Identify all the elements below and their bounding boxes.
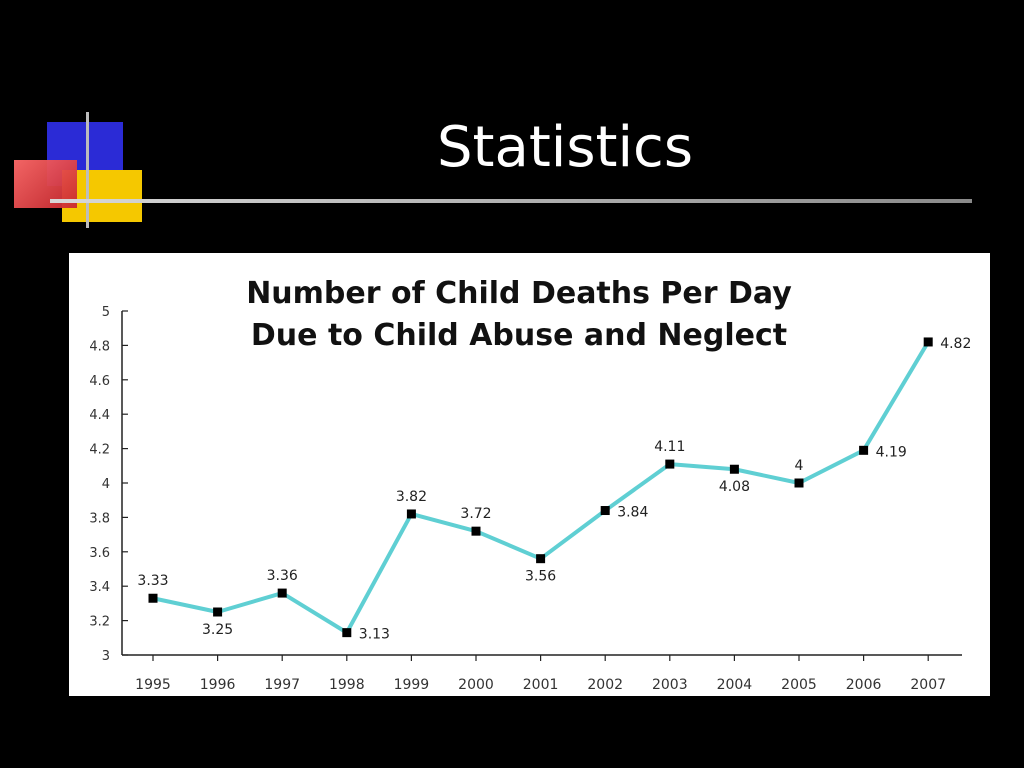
data-label: 4.08 [719, 479, 750, 495]
data-label: 3.56 [525, 569, 556, 585]
data-point [536, 554, 546, 564]
y-tick-label: 3.4 [89, 580, 110, 595]
y-tick-label: 4.8 [89, 339, 110, 354]
series-line [152, 340, 930, 635]
data-point [923, 337, 933, 347]
y-tick-label: 3.8 [89, 511, 110, 526]
y-tick-label: 4.2 [89, 443, 110, 458]
data-label: 3.25 [202, 622, 233, 638]
y-tick-label: 3.2 [89, 615, 110, 630]
data-label: 4 [795, 458, 804, 474]
data-label: 3.33 [137, 573, 168, 589]
decor-vertical-line [86, 112, 89, 228]
x-tick-label: 2002 [587, 677, 623, 693]
y-tick-label: 4 [102, 477, 110, 492]
x-tick-label: 2000 [458, 677, 494, 693]
x-tick-label: 1999 [394, 677, 430, 693]
data-label: 3.82 [396, 489, 427, 505]
x-tick-label: 2001 [523, 677, 559, 693]
x-tick-label: 2003 [652, 677, 688, 693]
x-tick-label: 2006 [846, 677, 882, 693]
data-point [213, 607, 223, 617]
x-tick-label: 2007 [910, 677, 946, 693]
x-tick-label: 1997 [264, 677, 300, 693]
data-label: 4.19 [876, 444, 907, 460]
data-point [600, 506, 610, 516]
x-tick-label: 2004 [717, 677, 753, 693]
data-label: 3.36 [267, 568, 298, 584]
y-tick-label: 5 [102, 305, 110, 320]
chart-subtitle: Due to Child Abuse and Neglect [250, 318, 788, 353]
data-point [406, 509, 416, 519]
x-tick-label: 1995 [135, 677, 171, 693]
chart-panel: Number of Child Deaths Per Day Due to Ch… [69, 253, 990, 696]
data-point [665, 459, 675, 469]
x-tick-label: 1998 [329, 677, 365, 693]
title-underline [50, 199, 972, 203]
data-point [148, 593, 158, 603]
chart-title: Number of Child Deaths Per Day [246, 276, 792, 311]
x-tick-label: 2005 [781, 677, 817, 693]
data-point [342, 628, 352, 638]
data-point [277, 588, 287, 598]
y-tick-label: 4.4 [89, 408, 110, 423]
data-point [794, 478, 804, 488]
data-point [859, 445, 869, 455]
data-label: 4.82 [940, 336, 971, 352]
data-label: 3.13 [359, 627, 390, 643]
y-tick-label: 4.6 [89, 374, 110, 389]
data-point [471, 526, 481, 536]
data-label: 3.84 [617, 505, 648, 521]
x-tick-label: 1996 [200, 677, 236, 693]
slide-title: Statistics [437, 115, 693, 180]
data-label: 3.72 [460, 506, 491, 522]
y-tick-label: 3.6 [89, 546, 110, 561]
y-tick-label: 3 [102, 649, 110, 664]
data-label: 4.11 [654, 439, 685, 455]
data-point [729, 464, 739, 474]
